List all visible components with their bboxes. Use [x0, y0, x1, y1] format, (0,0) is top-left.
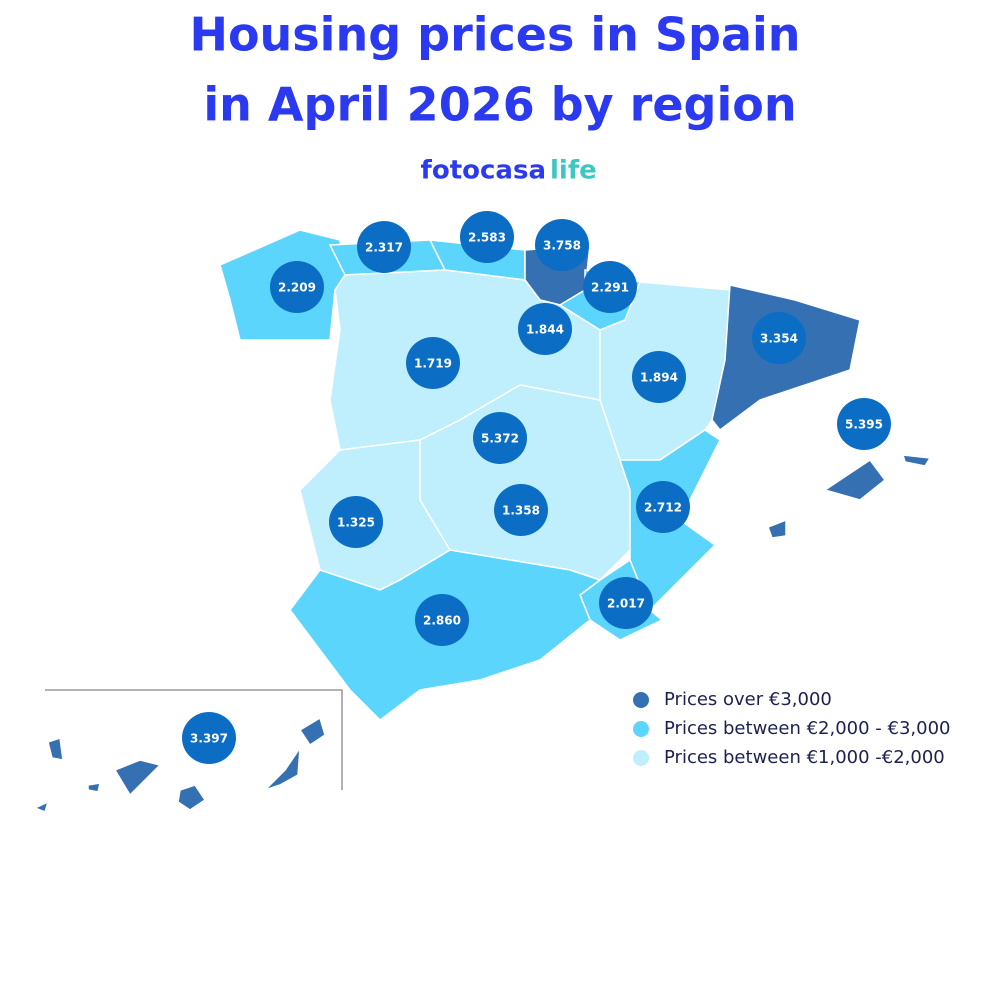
price-bubble — [270, 261, 324, 313]
price-bubble — [415, 594, 469, 646]
price-label: 3.397 — [190, 732, 228, 746]
region-shape — [33, 800, 50, 814]
price-label: 5.372 — [481, 432, 519, 446]
region-shape — [823, 458, 887, 501]
price-label: 1.844 — [526, 323, 564, 337]
price-bubble — [599, 577, 653, 629]
legend-swatch — [633, 721, 649, 737]
price-bubble — [329, 496, 383, 548]
region-shape — [767, 518, 787, 539]
price-label: 2.860 — [423, 614, 461, 628]
price-bubble — [473, 412, 527, 464]
price-label: 2.317 — [365, 241, 403, 255]
region-shape — [177, 784, 207, 811]
price-bubble — [583, 261, 637, 313]
legend-label: Prices over €3,000 — [664, 689, 832, 710]
price-label: 2.583 — [468, 231, 506, 245]
region-shape — [87, 782, 101, 793]
region-shape — [47, 737, 64, 761]
legend-label: Prices between €2,000 - €3,000 — [664, 718, 950, 739]
price-label: 2.712 — [644, 501, 682, 515]
legend-swatch — [633, 750, 649, 766]
price-label: 3.354 — [760, 332, 798, 346]
region-shape — [264, 745, 301, 791]
price-label: 3.758 — [543, 239, 581, 253]
price-bubble — [535, 219, 589, 271]
price-label: 2.017 — [607, 597, 645, 611]
title-line: Housing prices in Spain — [189, 8, 800, 62]
price-bubble — [636, 481, 690, 533]
price-bubble — [182, 712, 236, 764]
brand: fotocasa — [421, 156, 546, 186]
price-bubble — [460, 211, 514, 263]
price-bubble — [494, 484, 548, 536]
region-shape — [901, 454, 932, 467]
price-bubble — [837, 398, 891, 450]
title-line: in April 2026 by region — [203, 78, 796, 132]
price-label: 5.395 — [845, 418, 883, 432]
legend-swatch — [633, 692, 649, 708]
price-label: 2.291 — [591, 281, 629, 295]
price-bubble — [632, 351, 686, 403]
region-shape — [113, 759, 162, 797]
price-bubble — [752, 312, 806, 364]
brand-accent: life — [550, 156, 597, 186]
price-bubble — [518, 303, 572, 355]
price-label: 1.894 — [640, 371, 678, 385]
inset-frame — [45, 689, 343, 790]
price-label: 1.358 — [502, 504, 540, 518]
region-shape — [298, 716, 326, 747]
legend-label: Prices between €1,000 -€2,000 — [664, 747, 945, 768]
price-labels: 2.209 2.317 2.583 3.758 2.291 1.844 1.719 1.894… — [182, 211, 891, 764]
price-label: 2.209 — [278, 281, 316, 295]
price-bubble — [357, 221, 411, 273]
price-label: 1.719 — [414, 357, 452, 371]
price-bubble — [406, 337, 460, 389]
legend: Prices over €3,000 Prices between €2,000 … — [633, 689, 950, 768]
price-label: 1.325 — [337, 516, 375, 530]
